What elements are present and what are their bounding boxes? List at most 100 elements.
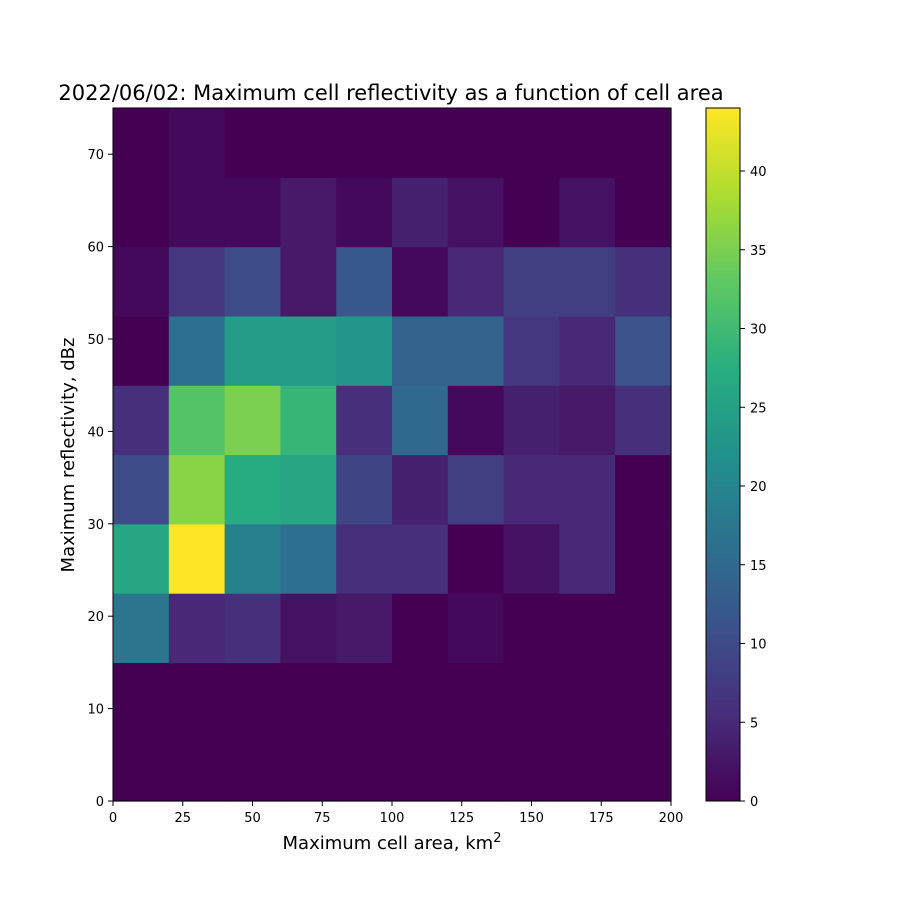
heatmap-cell-9-9 (615, 108, 672, 178)
heatmap-cell-9-1 (168, 108, 226, 178)
colorbar-tick-label: 25 (750, 401, 767, 416)
heatmap-cell-7-0 (113, 246, 170, 317)
y-tick-label: 20 (87, 610, 104, 625)
heatmap-cell-1-8 (559, 662, 616, 733)
chart-title: 2022/06/02: Maximum cell reflectivity as… (58, 81, 723, 105)
heatmap-cell-5-6 (447, 385, 505, 456)
x-tick-label: 175 (589, 811, 614, 826)
heatmap-cell-3-2 (224, 523, 281, 594)
heatmap-cell-3-5 (392, 523, 449, 594)
heatmap-cell-6-7 (503, 315, 560, 386)
heatmap-cell-1-5 (392, 662, 449, 733)
heatmap-cell-3-9 (615, 523, 672, 594)
heatmap-cell-3-0 (113, 523, 170, 594)
heatmap-cell-2-2 (224, 593, 281, 663)
heatmap-cell-6-3 (280, 315, 337, 386)
heatmap-cell-5-1 (168, 385, 226, 456)
x-tick-label: 200 (659, 811, 684, 826)
colorbar-tick-label: 5 (750, 716, 758, 731)
heatmap-cell-2-6 (447, 593, 505, 663)
heatmap-cell-8-6 (447, 177, 505, 248)
heatmap-cell-0-4 (336, 731, 393, 802)
heatmap-cell-7-7 (503, 246, 560, 317)
heatmap-cell-3-6 (447, 523, 505, 594)
y-tick-label: 60 (87, 241, 104, 256)
heatmap-cell-7-6 (447, 246, 505, 317)
heatmap-cell-6-4 (336, 315, 393, 386)
heatmap-cell-0-3 (280, 731, 337, 802)
heatmap-cell-7-4 (336, 246, 393, 317)
heatmap-cell-4-5 (392, 454, 449, 525)
heatmap-cell-2-5 (392, 593, 449, 663)
heatmap-cell-3-3 (280, 523, 337, 594)
x-tick-label: 0 (109, 811, 117, 826)
y-tick-label: 10 (87, 703, 104, 718)
x-axis-label-text: Maximum cell area, km (283, 833, 494, 854)
heatmap-cell-8-9 (615, 177, 672, 248)
heatmap-cell-2-0 (113, 593, 170, 663)
heatmap-cell-4-0 (113, 454, 170, 525)
colorbar-tick-label: 40 (750, 165, 767, 180)
heatmap-cell-0-9 (615, 731, 672, 802)
heatmap-cell-1-1 (168, 662, 226, 733)
heatmap-cell-8-1 (168, 177, 226, 248)
heatmap-cell-8-2 (224, 177, 281, 248)
y-axis-ticks: 0 10 20 30 40 50 60 70 (87, 148, 113, 810)
heatmap-cell-1-0 (113, 662, 170, 733)
heatmap-cell-0-1 (168, 731, 226, 802)
colorbar-tick-label: 30 (750, 323, 767, 338)
heatmap-cell-4-9 (615, 454, 672, 525)
heatmap-cell-6-2 (224, 315, 281, 386)
heatmap-cell-9-0 (113, 108, 170, 178)
heatmap-cell-3-7 (503, 523, 560, 594)
y-tick-label: 0 (96, 795, 104, 810)
heatmap-cell-0-5 (392, 731, 449, 802)
heatmap-cell-5-7 (503, 385, 560, 456)
heatmap-cell-7-1 (168, 246, 226, 317)
heatmap-cell-0-7 (503, 731, 560, 802)
heatmap-cell-9-5 (392, 108, 449, 178)
heatmap-cell-2-9 (615, 593, 672, 663)
heatmap-cell-8-4 (336, 177, 393, 248)
heatmap-cell-1-7 (503, 662, 560, 733)
heatmap-cell-3-1 (168, 523, 226, 594)
heatmap-cell-5-0 (113, 385, 170, 456)
heatmap-cell-7-9 (615, 246, 672, 317)
colorbar (706, 108, 740, 801)
heatmap-cell-1-4 (336, 662, 393, 733)
colorbar-tick-label: 35 (750, 244, 767, 259)
heatmap-cell-7-3 (280, 246, 337, 317)
heatmap-cell-9-3 (280, 108, 337, 178)
heatmap-cell-7-5 (392, 246, 449, 317)
heatmap-cell-7-2 (224, 246, 281, 317)
colorbar-ticks: 0 5 10 15 20 25 30 35 40 (740, 165, 767, 810)
heatmap-cell-6-6 (447, 315, 505, 386)
x-axis-ticks: 0 25 50 75 100 125 150 175 200 (109, 801, 684, 826)
heatmap-cell-4-1 (168, 454, 226, 525)
heatmap-cell-4-6 (447, 454, 505, 525)
heatmap-cell-5-3 (280, 385, 337, 456)
heatmap-cell-4-7 (503, 454, 560, 525)
heatmap-cell-4-2 (224, 454, 281, 525)
colorbar-tick-label: 20 (750, 480, 767, 495)
heatmap-cell-3-4 (336, 523, 393, 594)
heatmap-cell-8-0 (113, 177, 170, 248)
heatmap-cell-9-8 (559, 108, 616, 178)
y-axis-label: Maximum reflectivity, dBz (58, 338, 79, 573)
heatmap-cell-6-8 (559, 315, 616, 386)
colorbar-tick-label: 10 (750, 638, 767, 653)
heatmap-cell-8-3 (280, 177, 337, 248)
heatmap-cell-1-2 (224, 662, 281, 733)
heatmap-cell-0-8 (559, 731, 616, 802)
x-tick-label: 25 (174, 811, 191, 826)
heatmap-cell-9-2 (224, 108, 281, 178)
x-tick-label: 50 (244, 811, 261, 826)
x-tick-label: 100 (380, 811, 405, 826)
colorbar-frame (705, 107, 741, 802)
heatmap-cells (113, 108, 672, 802)
heatmap-cell-2-3 (280, 593, 337, 663)
heatmap-cell-8-7 (503, 177, 560, 248)
heatmap-cell-6-9 (615, 315, 672, 386)
x-tick-label: 150 (519, 811, 544, 826)
heatmap-cell-6-5 (392, 315, 449, 386)
